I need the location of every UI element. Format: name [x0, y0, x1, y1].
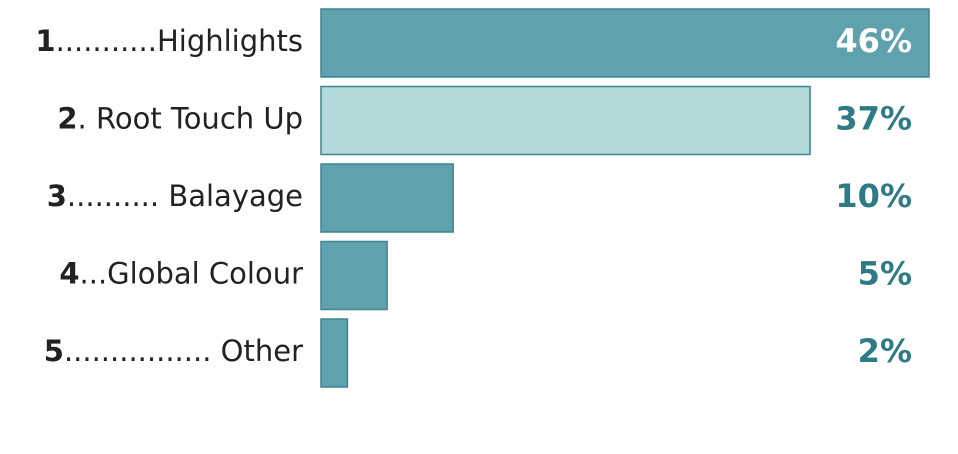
bar: [320, 163, 454, 233]
category-label: 3.......... Balayage: [47, 179, 303, 213]
bar: [320, 240, 388, 311]
rank: 1: [35, 24, 55, 58]
category-name: ................ Other: [64, 334, 303, 368]
value-label: 2%: [858, 332, 912, 370]
category-label: 5................ Other: [44, 334, 303, 368]
value-label: 5%: [858, 255, 912, 293]
category-label: 4...Global Colour: [59, 257, 303, 291]
value-label: 46%: [835, 22, 912, 60]
rank: 4: [59, 257, 79, 291]
category-label: 2. Root Touch Up: [57, 102, 303, 136]
category-name: . Root Touch Up: [78, 102, 303, 136]
value-label: 37%: [835, 100, 912, 138]
rank: 5: [44, 334, 64, 368]
rank: 3: [47, 179, 67, 213]
category-label: 1...........Highlights: [35, 24, 303, 58]
bar: [320, 85, 811, 156]
rank: 2: [57, 102, 77, 136]
category-name: ...Global Colour: [80, 257, 304, 291]
category-name: ...........Highlights: [56, 24, 303, 58]
bar: [320, 318, 349, 388]
category-name: .......... Balayage: [67, 179, 303, 213]
bar: [320, 8, 930, 78]
value-label: 10%: [835, 177, 912, 215]
